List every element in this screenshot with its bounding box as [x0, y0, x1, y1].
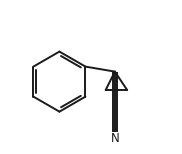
- Text: N: N: [110, 132, 119, 145]
